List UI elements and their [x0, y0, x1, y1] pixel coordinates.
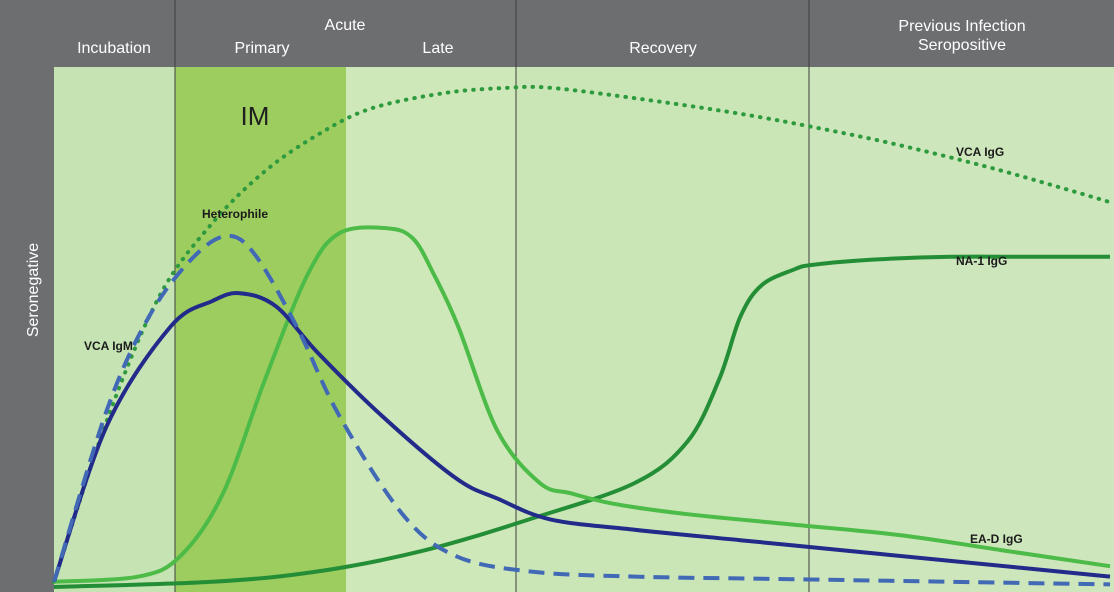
im-label: IM	[241, 101, 270, 131]
phase-label-primary: Primary	[234, 40, 289, 57]
phase-label-previous-line1: Previous Infection	[898, 18, 1025, 35]
left-axis-band	[0, 0, 54, 592]
phase-label-acute: Acute	[325, 17, 366, 34]
phase-label-recovery: Recovery	[629, 40, 697, 57]
series-label-na1-igg: NA-1 IgG	[956, 254, 1007, 268]
phase-late-bg	[346, 67, 516, 592]
series-label-heterophile: Heterophile	[202, 207, 268, 221]
series-label-vca-igg: VCA IgG	[956, 145, 1004, 159]
series-label-ea-d-igg: EA-D IgG	[970, 532, 1023, 546]
phase-label-incubation: Incubation	[77, 40, 151, 57]
phase-label-previous-line2: Seropositive	[918, 37, 1006, 54]
series-line-na1-igg	[53, 254, 1110, 589]
phase-recovery-bg	[516, 67, 809, 592]
phase-incubation-bg	[54, 67, 175, 592]
series-line-ea-d-igg	[53, 225, 1111, 584]
y-axis-label: Seronegative	[25, 243, 42, 337]
series-line-heterophile	[52, 233, 1111, 587]
series-label-vca-igm: VCA IgM	[84, 339, 133, 353]
im-highlight-band	[175, 67, 346, 592]
phase-label-late: Late	[422, 40, 453, 57]
header-band	[0, 0, 1114, 67]
phase-previous-bg	[809, 67, 1114, 592]
series-line-vca-igm	[52, 291, 1111, 583]
